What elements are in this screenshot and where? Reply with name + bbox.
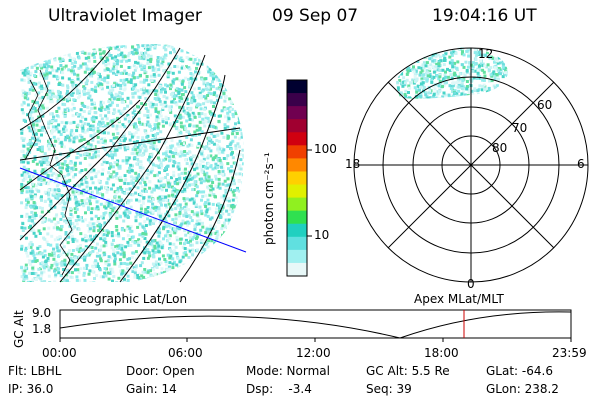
colorbar-swatch [287, 80, 307, 94]
orbit-track [19, 167, 247, 253]
map-grid [19, 47, 241, 283]
colorbar-tick-10: 10 [314, 228, 330, 242]
instrument-title: Ultraviolet Imager [48, 6, 202, 26]
colorbar-swatch [287, 158, 307, 172]
geographic-title: Geographic Lat/Lon [70, 292, 188, 306]
info-seq: Seq: 39 [366, 382, 412, 396]
altitude-curve [59, 311, 572, 339]
mlt-12: 12 [478, 47, 494, 61]
info-dsp: Dsp: -3.4 [246, 382, 312, 396]
altitude-ytick-1.8: 1.8 [32, 322, 52, 336]
info-ip: IP: 36.0 [8, 382, 54, 396]
mlt-6: 6 [577, 157, 585, 171]
colorbar-swatch [287, 93, 307, 107]
info-glat: GLat: -64.6 [486, 364, 553, 378]
info-filter: Flt: LBHL [8, 364, 62, 378]
colorbar-swatch [287, 236, 307, 251]
altitude-ylabel: GC Alt [12, 310, 26, 348]
colorbar-swatch [287, 262, 307, 277]
info-door: Door: Open [126, 364, 195, 378]
xtick-0000: 00:00 [42, 346, 77, 360]
mlt-0: 0 [467, 277, 475, 291]
colorbar-swatch [287, 249, 307, 264]
time-label: 19:04:16 UT [432, 6, 537, 26]
xtick-1200: 12:00 [296, 346, 331, 360]
info-glon: GLon: 238.2 [486, 382, 559, 396]
xtick-2359: 23:59 [552, 346, 587, 360]
date-label: 09 Sep 07 [272, 6, 359, 26]
colorbar-swatch [287, 197, 307, 212]
colorbar-swatch [287, 132, 307, 146]
colorbar-swatch [287, 119, 307, 133]
colorbar-swatch [287, 210, 307, 225]
info-gc-alt: GC Alt: 5.5 Re [366, 364, 450, 378]
xtick-0600: 06:00 [168, 346, 203, 360]
mlat-60: 60 [537, 98, 553, 112]
altitude-ytick-9: 9.0 [32, 306, 52, 320]
colorbar-swatch [287, 223, 307, 238]
colorbar-tick-100: 100 [314, 142, 337, 156]
mlat-70: 70 [512, 121, 528, 135]
coastline [37, 69, 73, 276]
mlt-18: 18 [345, 157, 361, 171]
mlat-80: 80 [492, 141, 508, 155]
polar-title: Apex MLat/MLT [414, 292, 504, 306]
colorbar-swatch [287, 106, 307, 120]
colorbar-swatch [287, 171, 307, 186]
info-mode: Mode: Normal [246, 364, 330, 378]
colorbar-swatch [287, 145, 307, 159]
info-gain: Gain: 14 [126, 382, 177, 396]
colorbar-swatch [287, 184, 307, 199]
xtick-1800: 18:00 [424, 346, 459, 360]
